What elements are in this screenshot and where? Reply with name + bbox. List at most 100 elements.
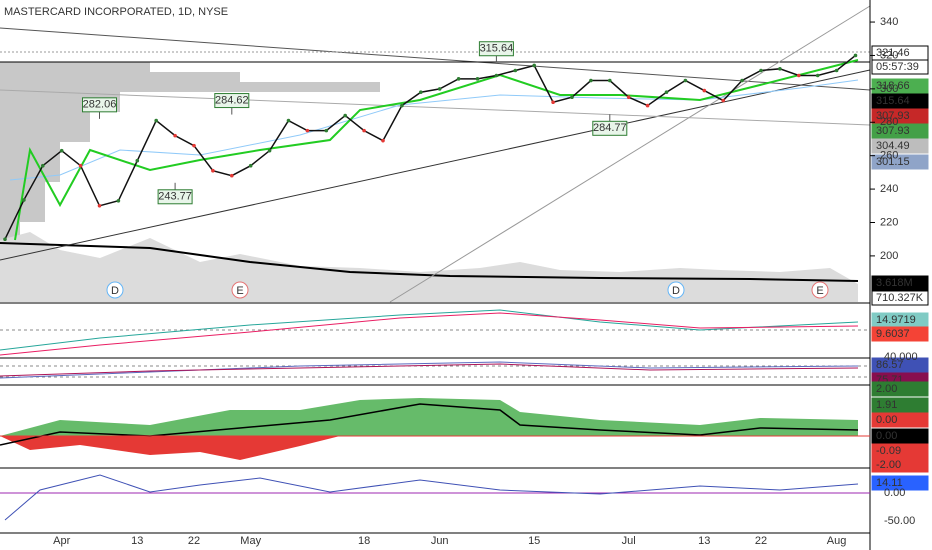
y-tick-label: 320 — [880, 49, 898, 61]
x-tick-label: May — [240, 535, 261, 547]
price-point — [248, 163, 253, 168]
volume-average — [0, 242, 859, 282]
x-tick-label: 22 — [755, 535, 767, 547]
price-point — [362, 128, 366, 133]
badge-label: 307.93 — [876, 110, 910, 122]
price-point — [797, 73, 801, 78]
price-point — [815, 73, 820, 78]
badge-box — [871, 108, 929, 124]
event-marker-label: D — [672, 285, 680, 297]
x-tick-label: Aug — [827, 535, 847, 547]
price-point — [626, 95, 631, 100]
volume-area — [0, 232, 858, 302]
badge-box — [871, 412, 929, 428]
callout-box — [82, 97, 117, 113]
price-point — [305, 128, 310, 133]
badge-label: -0.09 — [876, 445, 901, 457]
badge-box — [871, 78, 929, 94]
badge-label: 3.618M — [876, 277, 913, 289]
badge-label: 318.66 — [876, 80, 910, 92]
event-marker-label: D — [111, 285, 119, 297]
trend-lines — [0, 5, 871, 303]
badge-label: 1.91 — [876, 399, 897, 411]
badge-label: 315.64 — [876, 95, 910, 107]
price-point — [759, 68, 763, 73]
badge-label: 321.46 — [876, 47, 910, 59]
price-point — [475, 77, 480, 81]
badge-box — [871, 123, 929, 139]
price-point — [211, 168, 215, 173]
y-tick-label: 220 — [880, 216, 898, 228]
price-point — [778, 67, 782, 71]
price-point — [608, 78, 612, 83]
price-point — [41, 163, 45, 168]
price-point — [702, 88, 707, 93]
badge-box — [871, 428, 929, 444]
scale-label: 40.000 — [884, 351, 918, 363]
badge-box — [871, 93, 929, 109]
callout-label: 284.62 — [215, 94, 249, 106]
event-marker — [231, 281, 249, 299]
indicators — [0, 309, 870, 521]
price-point — [721, 98, 725, 103]
price-point — [437, 87, 442, 91]
callout-box — [592, 120, 628, 136]
callout-label: 243.77 — [158, 191, 192, 203]
price-point — [400, 103, 404, 108]
price-point — [570, 95, 574, 100]
scale-label: -50.00 — [884, 515, 915, 527]
price-point — [78, 163, 83, 168]
price-point — [154, 118, 158, 123]
price-point — [173, 133, 177, 138]
price-point — [286, 118, 291, 123]
price-point — [683, 78, 688, 83]
callout-label: 282.06 — [83, 99, 117, 111]
callout-label: 315.64 — [480, 43, 514, 55]
x-tick-label: 22 — [188, 535, 200, 547]
price-point — [645, 103, 650, 108]
price-point — [513, 68, 518, 73]
x-tick-label: 13 — [698, 535, 710, 547]
y-tick-label: 260 — [880, 150, 898, 162]
badge-label: 9.6037 — [876, 328, 910, 340]
callout-box — [478, 41, 514, 57]
x-tick-label: 18 — [358, 535, 370, 547]
event-marker — [106, 281, 124, 299]
price-point — [230, 173, 234, 178]
price-point — [381, 138, 385, 143]
price-point — [740, 78, 744, 83]
badge-box — [871, 59, 929, 75]
badge-label: 0.00 — [876, 430, 897, 442]
badge-label: 14.9719 — [876, 314, 916, 326]
badge-label: 301.15 — [876, 156, 910, 168]
panel-borders — [0, 0, 871, 550]
badge-label: 307.93 — [876, 125, 910, 137]
price-point — [664, 90, 669, 95]
badge-box — [871, 154, 929, 170]
badge-box — [871, 275, 929, 291]
price-point — [22, 198, 26, 202]
price-point — [494, 73, 499, 78]
callout-box — [214, 93, 250, 109]
y-tick-label: 340 — [880, 16, 898, 28]
price-scale-badges: 321.46 05:57:39 318.66 315.64 307.93 307.93 30… — [871, 45, 929, 491]
badge-box — [871, 357, 929, 373]
price-point — [532, 63, 536, 68]
price-point — [97, 203, 102, 208]
symbol-title: MASTERCARD INCORPORATED, 1D, NYSE — [4, 6, 228, 18]
x-tick-label: Jun — [431, 535, 449, 547]
badge-box — [871, 397, 929, 413]
price-point — [834, 68, 839, 73]
y-tick-label: 280 — [880, 116, 898, 128]
callout-label: 284.77 — [593, 122, 627, 134]
badge-label: -2.00 — [876, 459, 901, 471]
price-point — [419, 90, 423, 95]
price-point — [589, 78, 593, 83]
price-point — [267, 148, 272, 153]
badge-box — [871, 290, 929, 306]
badge-label: 14.11 — [876, 477, 903, 489]
callout-box — [157, 189, 193, 205]
y-tick-label: 300 — [880, 83, 898, 95]
x-tick-label: 15 — [528, 535, 540, 547]
